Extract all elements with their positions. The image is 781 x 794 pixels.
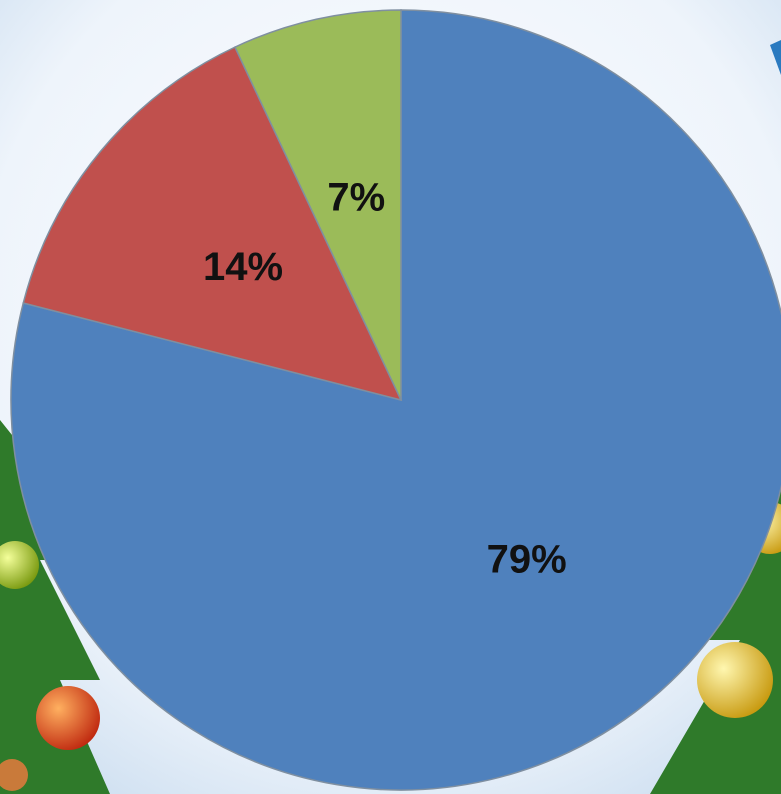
page: 79%14%7% (() => { const data = JSON.pars… (0, 0, 781, 794)
chart: 79% 14% 7% (0, 0, 781, 794)
data-label: 7% (327, 175, 385, 219)
pie: 79% 14% 7% (11, 10, 781, 790)
data-label: 79% (487, 538, 567, 582)
data-label: 14% (203, 245, 283, 289)
